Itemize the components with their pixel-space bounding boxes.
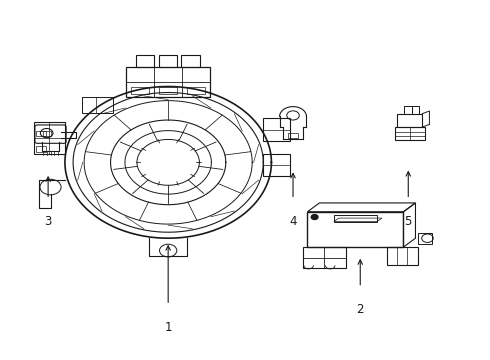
Bar <box>82 97 113 113</box>
Bar <box>136 55 154 67</box>
Bar <box>159 55 177 67</box>
Text: 2: 2 <box>357 303 364 316</box>
Bar <box>334 215 377 222</box>
Bar <box>126 67 210 97</box>
Circle shape <box>311 215 318 220</box>
Bar <box>36 147 46 152</box>
Bar <box>34 122 65 153</box>
Text: 3: 3 <box>45 215 52 228</box>
Bar <box>387 247 418 265</box>
Bar <box>288 134 298 138</box>
Bar <box>412 106 419 114</box>
Bar <box>187 86 205 94</box>
Text: 1: 1 <box>165 321 172 334</box>
Bar <box>418 233 432 243</box>
Bar <box>397 114 422 127</box>
Bar <box>43 131 50 136</box>
Bar <box>404 106 412 114</box>
Bar <box>181 55 199 67</box>
Bar <box>303 247 346 268</box>
Bar <box>395 127 425 140</box>
Bar <box>159 86 177 94</box>
Text: 5: 5 <box>405 215 412 228</box>
Bar <box>263 118 290 141</box>
Bar <box>36 131 46 136</box>
Bar <box>263 154 290 176</box>
Bar <box>307 212 403 247</box>
Bar <box>131 86 149 94</box>
Text: 4: 4 <box>289 215 297 228</box>
